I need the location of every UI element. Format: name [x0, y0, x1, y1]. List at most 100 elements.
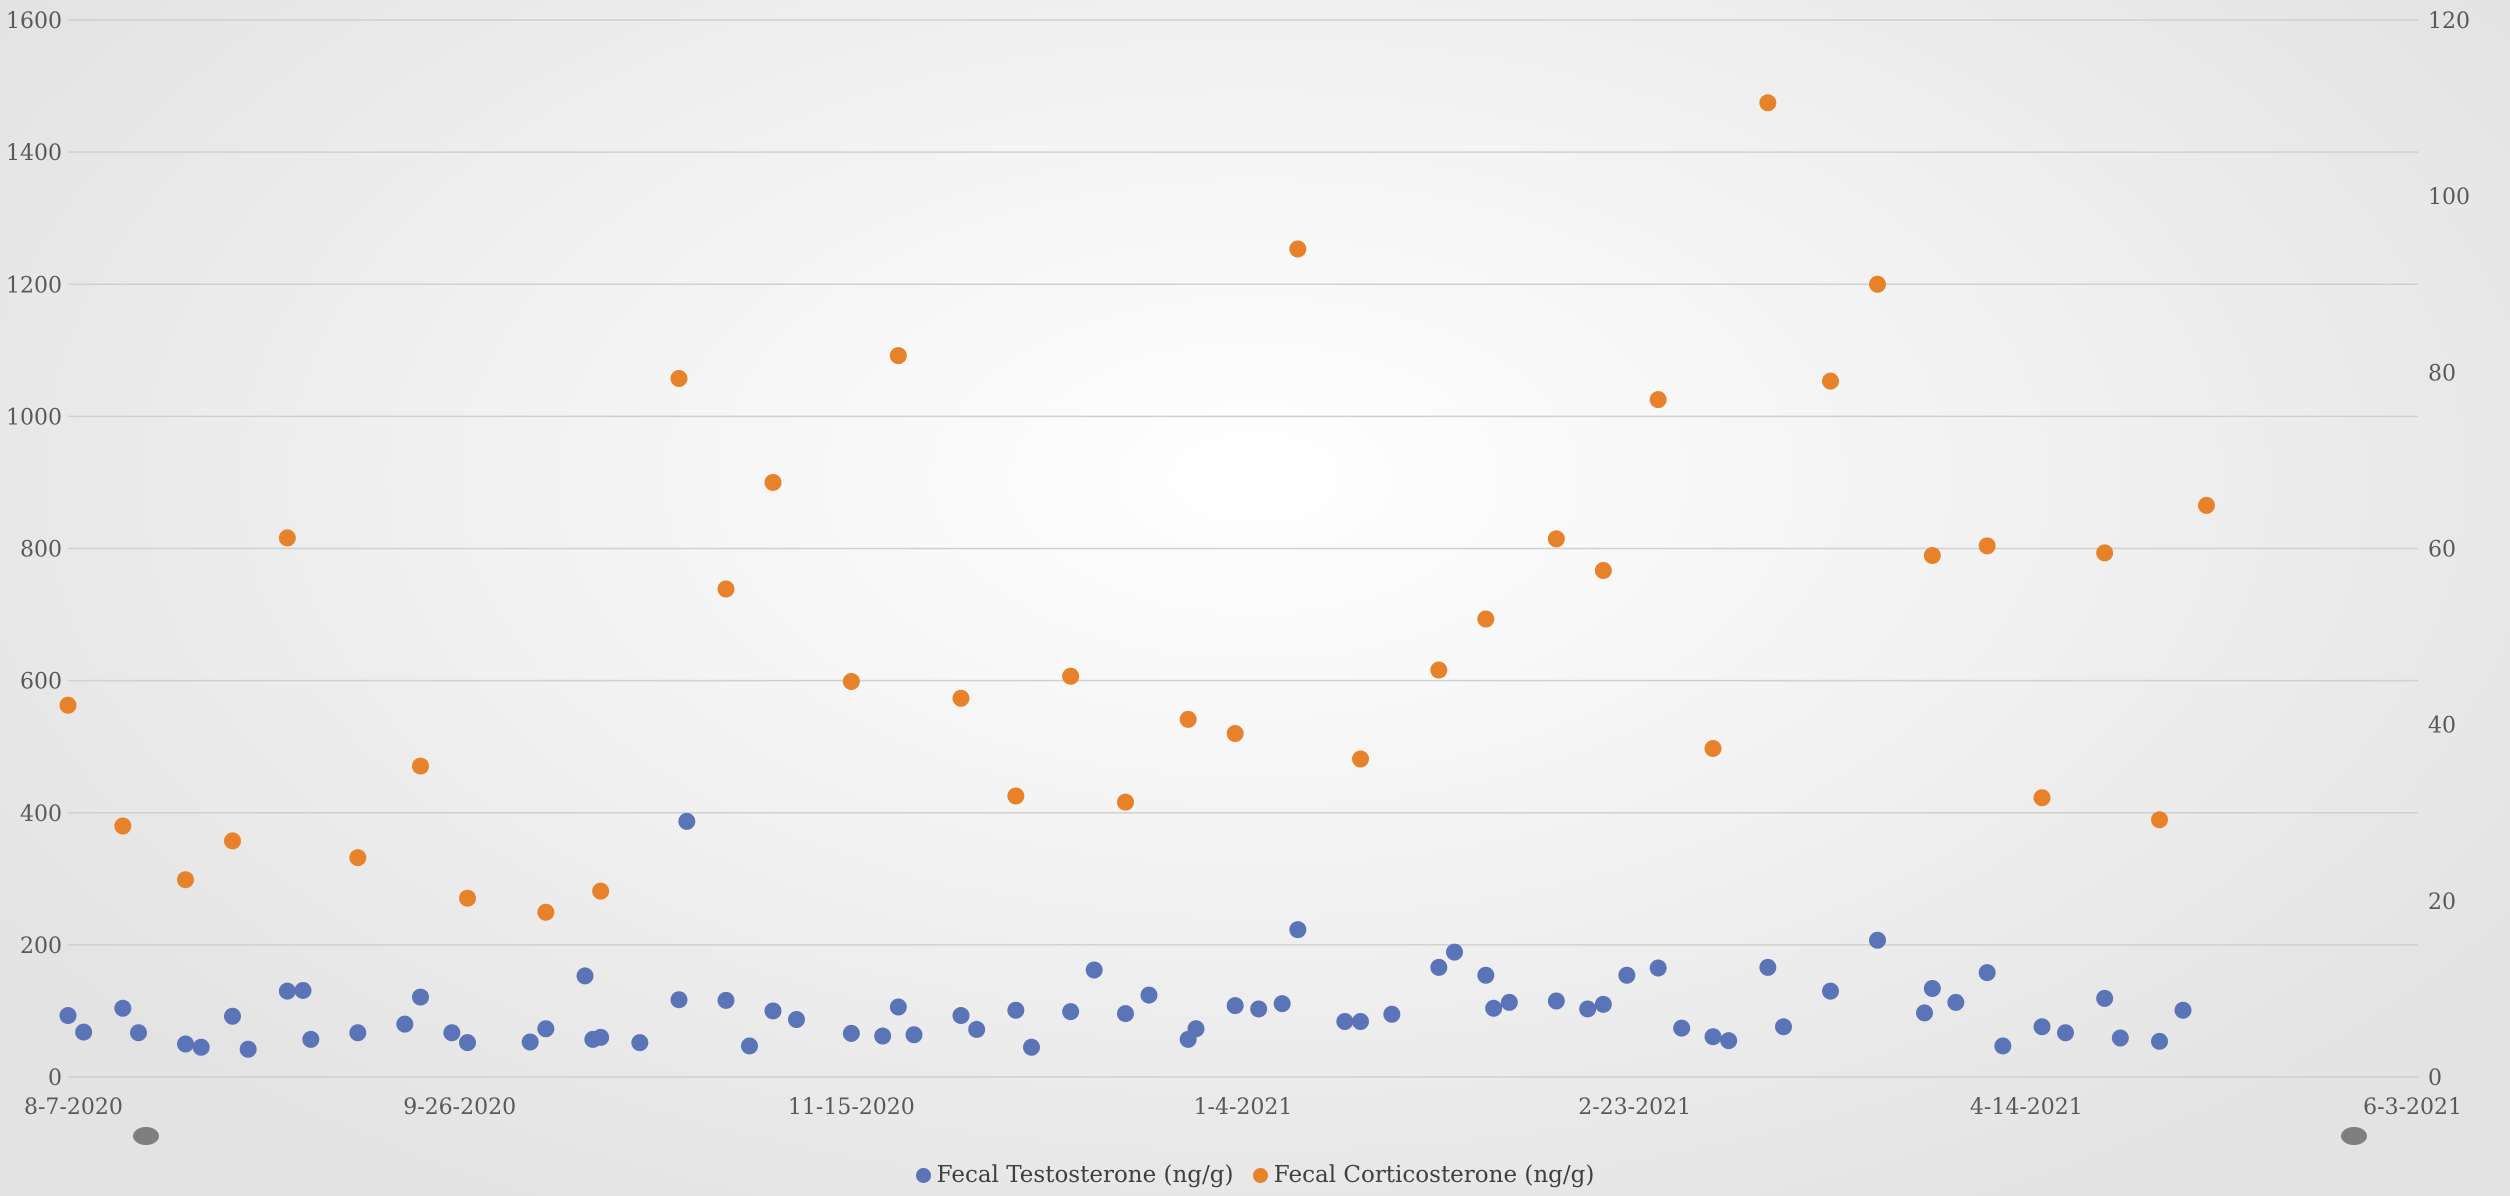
testosterone-point [1579, 1000, 1597, 1018]
x-axis-tick-label: 2-23-2021 [1578, 1095, 1691, 1120]
left-axis-tick-label: 0 [48, 1066, 62, 1091]
corticosterone-point [1649, 391, 1667, 409]
left-axis-tick-label: 1400 [6, 141, 62, 166]
testosterone-point [788, 1011, 805, 1029]
testosterone-point [412, 988, 429, 1006]
legend-item-testosterone: Fecal Testosterone (ng/g) [915, 1162, 1241, 1188]
gridlines [68, 19, 2418, 1078]
testosterone-point [224, 1007, 241, 1025]
corticosterone-point [1869, 275, 1886, 293]
legend-marker-corticosterone [1252, 1168, 1268, 1183]
left-axis-tick-label: 200 [20, 934, 62, 959]
testosterone-point [1822, 982, 1839, 1000]
testosterone-point [1446, 943, 1463, 961]
left-axis-tick-label: 1000 [6, 405, 62, 430]
testosterone-point [2057, 1024, 2074, 1042]
corticosterone-point [224, 832, 241, 850]
testosterone-point [874, 1027, 892, 1045]
corticosterone-point [1594, 562, 1612, 580]
testosterone-point [1117, 1005, 1134, 1023]
corticosterone-point [114, 817, 132, 835]
testosterone-point [302, 1030, 320, 1048]
left-axis-tick-label: 1200 [6, 273, 62, 298]
testosterone-point [1430, 958, 1448, 976]
x-axis-ticks: 8-7-2020 9-26-2020 11-15-2020 1-4-2021 2-23-… [24, 1095, 2462, 1120]
testosterone-point [1649, 959, 1667, 977]
corticosterone-point [278, 529, 296, 547]
corticosterone-point [1352, 750, 1369, 768]
legend-item-corticosterone: Fecal Corticosterone (ng/g) [1252, 1162, 1594, 1188]
range-slider-right-handle[interactable] [2341, 1127, 2367, 1145]
testosterone-point [1477, 966, 1495, 984]
testosterone-point [1869, 931, 1886, 949]
testosterone-point [2151, 1032, 2168, 1050]
testosterone-point [396, 1015, 414, 1033]
testosterone-point [75, 1023, 93, 1041]
corticosterone-point [1704, 739, 1722, 757]
testosterone-point [631, 1034, 649, 1052]
testosterone-point [1978, 964, 1996, 982]
corticosterone-point [459, 889, 476, 907]
corticosterone-point [2151, 811, 2168, 829]
corticosterone-point [412, 757, 429, 775]
testosterone-point [905, 1026, 923, 1044]
testosterone-point [1383, 1005, 1401, 1023]
testosterone-point [1352, 1013, 1369, 1031]
corticosterone-point [670, 369, 688, 387]
legend: Fecal Testosterone (ng/g) Fecal Corticos… [0, 1162, 2510, 1188]
testosterone-point [968, 1020, 986, 1038]
right-axis-tick-label: 60 [2428, 538, 2456, 563]
testosterone-point [1947, 993, 1965, 1011]
testosterone-point [59, 1007, 77, 1025]
corticosterone-point [1547, 530, 1565, 548]
left-axis-ticks: 0 200 400 600 800 1000 1200 1400 1600 [6, 9, 62, 1091]
testosterone-point [443, 1024, 461, 1042]
testosterone-point [842, 1024, 860, 1042]
testosterone-point [1187, 1020, 1205, 1038]
corticosterone-point [592, 882, 610, 900]
corticosterone-point [764, 473, 782, 491]
testosterone-point [1336, 1013, 1354, 1031]
testosterone-point [764, 1002, 782, 1020]
corticosterone-point [349, 849, 367, 867]
testosterone-point [114, 999, 132, 1017]
testosterone-point [1273, 995, 1291, 1013]
corticosterone-point [2033, 789, 2051, 807]
testosterone-point [537, 1020, 555, 1038]
testosterone-point [576, 967, 594, 985]
corticosterone-point [1007, 787, 1025, 805]
testosterone-point [889, 998, 907, 1016]
testosterone-point [278, 982, 296, 1000]
legend-marker-testosterone [915, 1168, 931, 1183]
left-axis-tick-label: 1600 [6, 9, 62, 34]
testosterone-point [678, 812, 696, 830]
x-axis-tick-label: 4-14-2021 [1970, 1095, 2083, 1120]
testosterone-point [670, 991, 688, 1009]
corticosterone-point [1062, 667, 1080, 685]
corticosterone-point [177, 871, 194, 889]
corticosterone-point [889, 347, 907, 365]
x-axis-tick-label: 8-7-2020 [24, 1095, 123, 1120]
testosterone-point [459, 1034, 476, 1052]
left-axis-tick-label: 800 [20, 538, 62, 563]
corticosterone-point [1759, 94, 1777, 112]
testosterone-point [130, 1024, 147, 1042]
x-axis-tick-label: 1-4-2021 [1194, 1095, 1293, 1120]
testosterone-point [1250, 1000, 1268, 1018]
x-axis-tick-label: 9-26-2020 [403, 1095, 516, 1120]
testosterone-point [1594, 995, 1612, 1013]
range-slider-left-handle[interactable] [133, 1127, 159, 1145]
testosterone-point [1085, 961, 1103, 979]
corticosterone-point [1978, 537, 1996, 555]
corticosterone-point [1179, 710, 1197, 728]
corticosterone-point [1822, 372, 1839, 390]
testosterone-point [1916, 1004, 1933, 1022]
testosterone-point [1226, 997, 1244, 1015]
testosterone-point [952, 1007, 970, 1025]
testosterone-point [741, 1037, 758, 1055]
corticosterone-point [2198, 496, 2215, 514]
testosterone-point [1704, 1028, 1722, 1046]
x-axis-tick-label: 6-3-2021 [2363, 1095, 2462, 1120]
testosterone-point [1007, 1001, 1025, 1019]
